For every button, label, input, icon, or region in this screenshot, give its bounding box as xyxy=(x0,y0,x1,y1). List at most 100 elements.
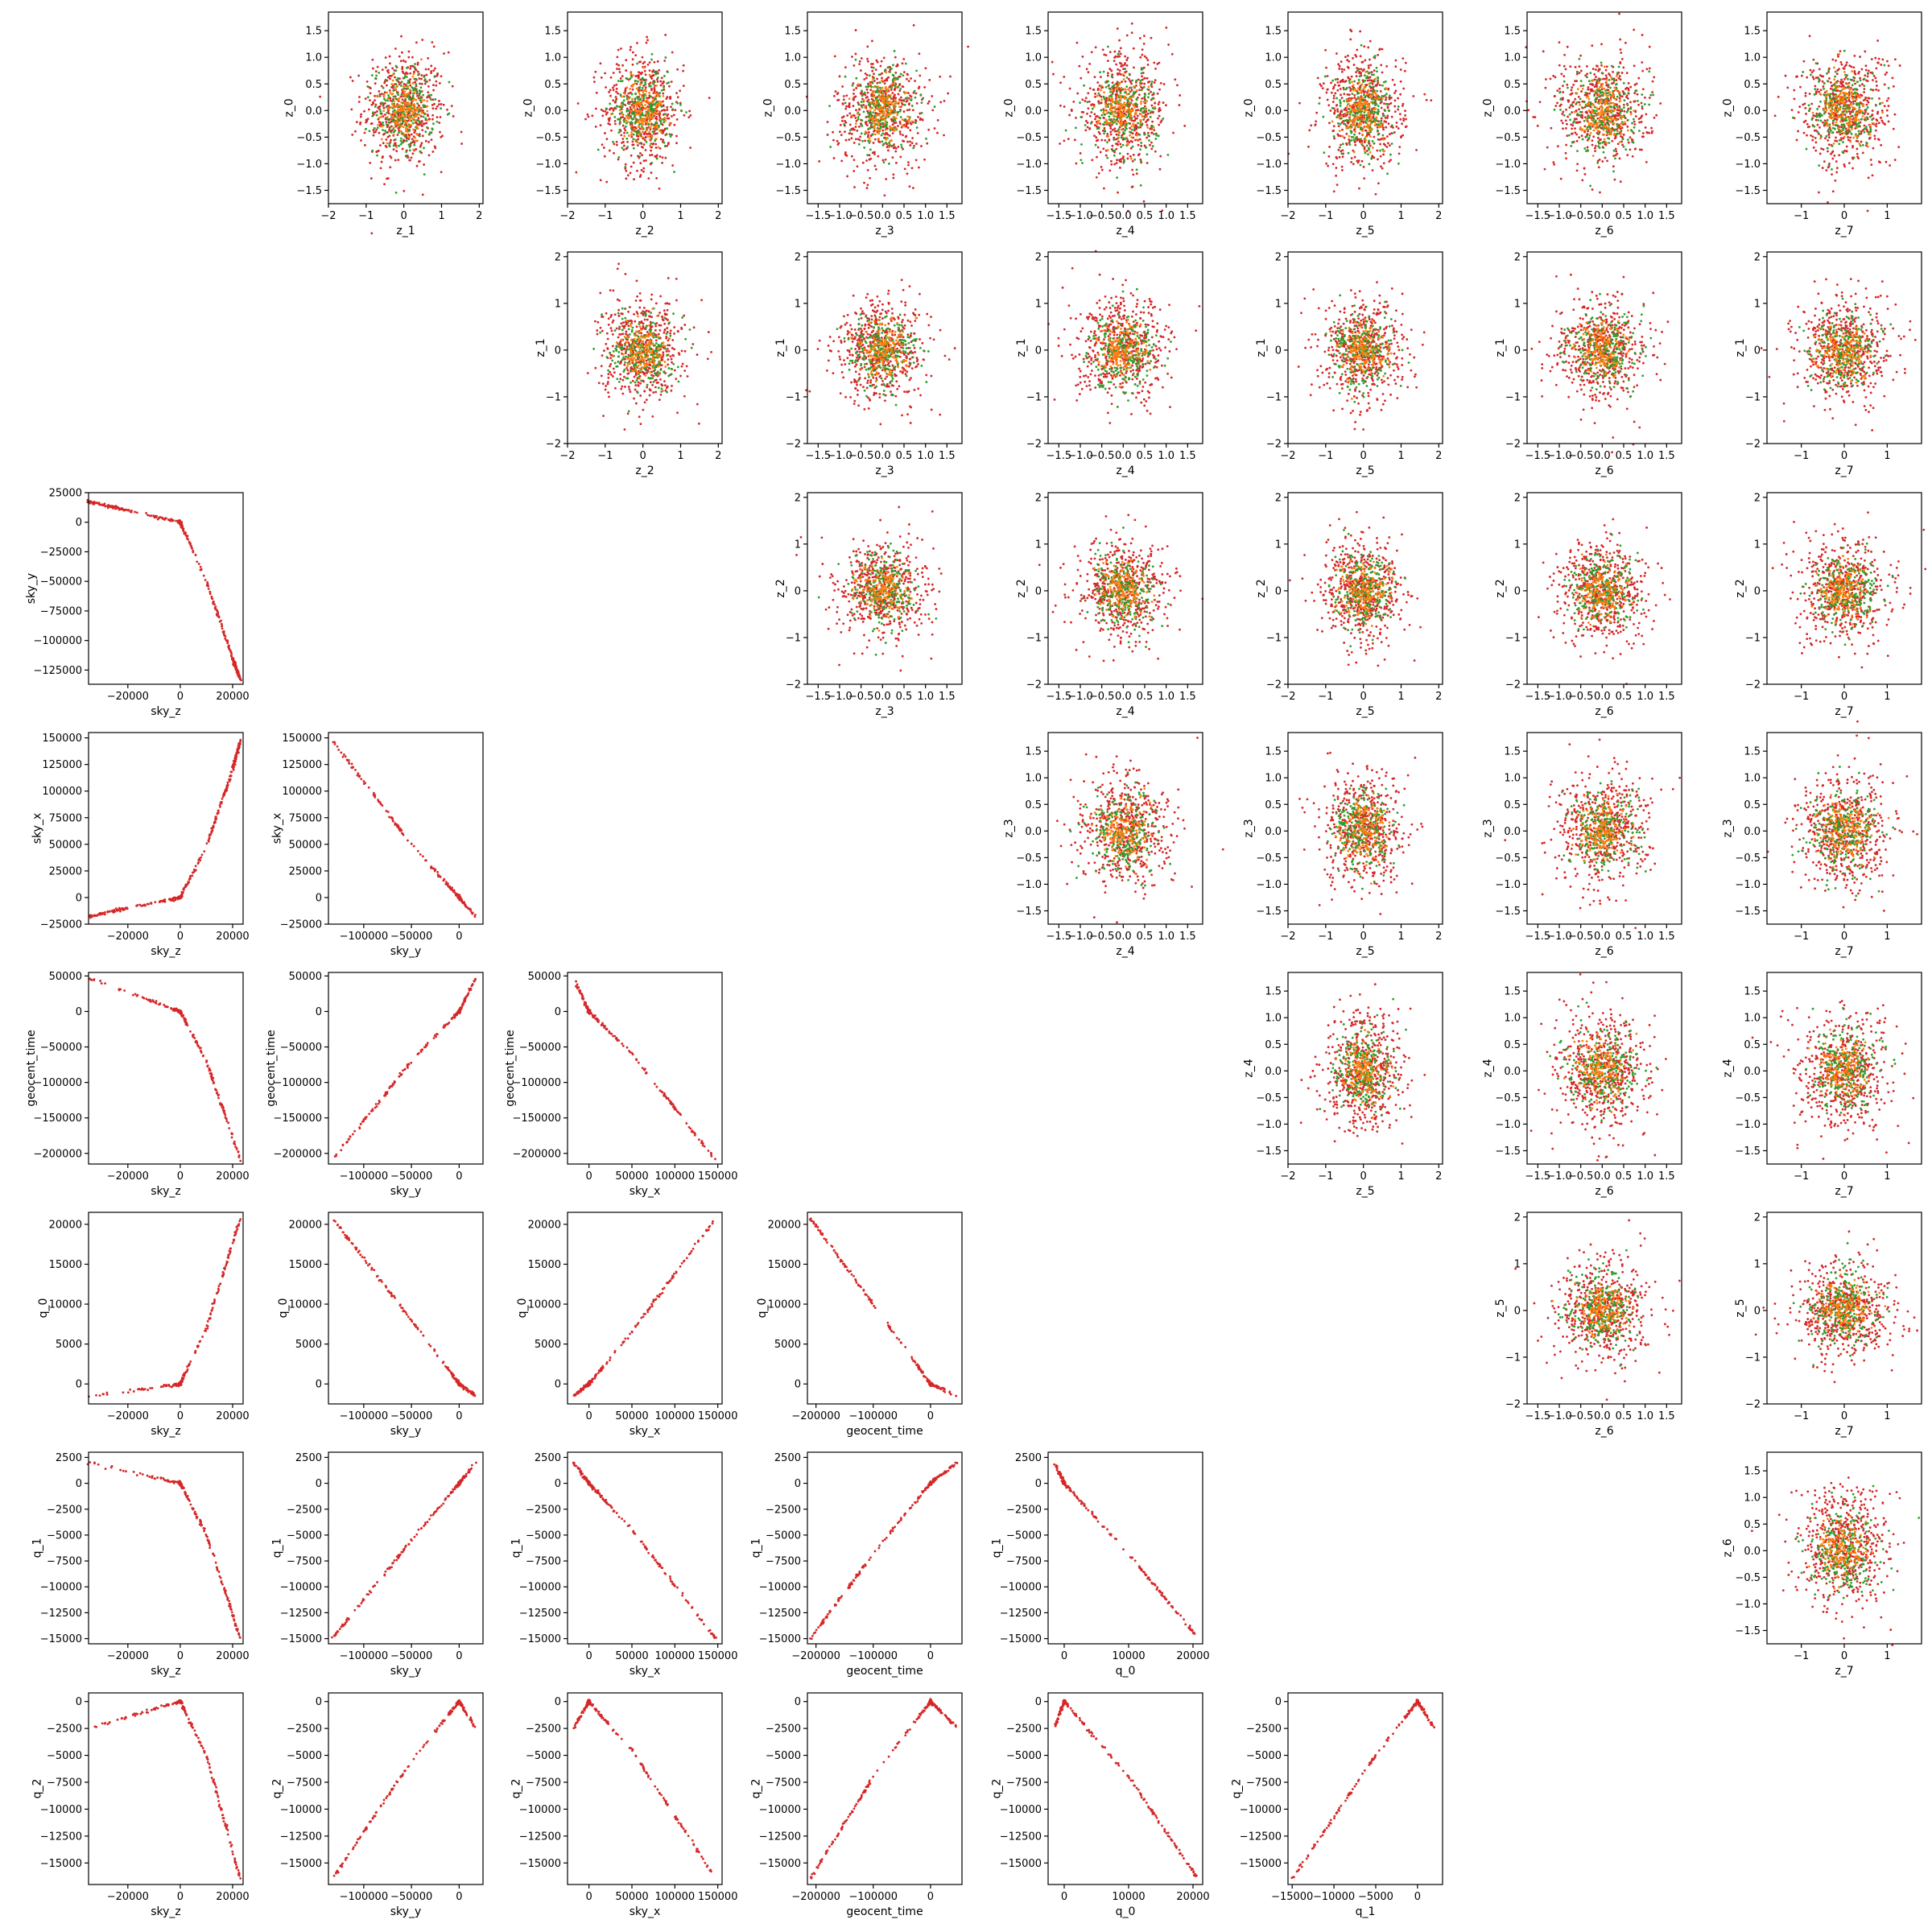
scatter-point xyxy=(390,83,393,85)
scatter-point xyxy=(378,132,381,134)
scatter-point xyxy=(411,113,414,115)
scatter-point xyxy=(386,85,388,87)
scatter-point xyxy=(612,87,614,89)
scatter-point xyxy=(391,100,394,102)
scatter-point xyxy=(375,104,378,106)
scatter-point xyxy=(369,87,372,89)
scatter-point xyxy=(382,109,385,112)
scatter-point xyxy=(385,138,387,141)
scatter-point xyxy=(427,94,430,97)
scatter-point xyxy=(402,89,405,92)
scatter-point xyxy=(419,151,422,153)
scatter-point xyxy=(395,86,398,89)
scatter-point xyxy=(601,114,604,117)
scatter-point xyxy=(393,96,395,98)
scatter-point xyxy=(617,49,620,52)
scatter-point xyxy=(383,97,386,100)
scatter-point xyxy=(367,118,369,120)
x-tick-label: 0 xyxy=(401,210,407,222)
scatter-point xyxy=(415,78,417,80)
scatter-point xyxy=(359,122,361,124)
scatter-point xyxy=(632,58,634,60)
scatter-point xyxy=(383,94,386,97)
scatter-point xyxy=(632,52,634,54)
scatter-point xyxy=(420,78,423,80)
scatter-point xyxy=(388,142,390,145)
scatter-point xyxy=(408,103,411,105)
scatter-point xyxy=(380,116,382,118)
scatter-point xyxy=(385,56,387,59)
scatter-point xyxy=(398,123,401,126)
scatter-point xyxy=(394,76,396,79)
scatter-point xyxy=(389,166,391,168)
scatter-point xyxy=(427,68,430,71)
scatter-point xyxy=(423,113,426,115)
scatter-point xyxy=(654,143,657,146)
scatter-point xyxy=(389,126,391,129)
scatter-point xyxy=(360,116,362,118)
scatter-point xyxy=(386,112,388,114)
scatter-point xyxy=(410,65,412,68)
scatter-point xyxy=(408,114,411,117)
scatter-point xyxy=(368,109,370,111)
scatter-point xyxy=(386,178,388,180)
scatter-point xyxy=(416,134,419,136)
scatter-point xyxy=(447,114,449,116)
scatter-point xyxy=(425,140,427,142)
scatter-point xyxy=(390,114,392,116)
scatter-point xyxy=(402,139,405,142)
scatter-point xyxy=(384,114,386,116)
scatter-point xyxy=(351,134,353,136)
scatter-point xyxy=(371,74,374,76)
scatter-point xyxy=(375,75,378,77)
scatter-point xyxy=(441,134,444,137)
scatter-point xyxy=(401,109,403,112)
scatter-point xyxy=(414,130,416,132)
scatter-point xyxy=(419,99,421,101)
scatter-point xyxy=(418,109,420,111)
y-tick-label: 0.5 xyxy=(305,79,322,91)
scatter-point xyxy=(417,111,419,114)
x-tick-label: 1 xyxy=(438,210,444,222)
scatter-point xyxy=(394,122,396,124)
scatter-point xyxy=(409,72,411,75)
scatter-point xyxy=(394,97,397,100)
scatter-point xyxy=(406,140,408,142)
scatter-point xyxy=(424,83,427,85)
scatter-point xyxy=(647,64,650,66)
scatter-point xyxy=(416,102,419,105)
scatter-point xyxy=(358,101,361,103)
scatter-point xyxy=(413,92,415,94)
scatter-point xyxy=(374,130,377,133)
scatter-point xyxy=(402,126,405,128)
scatter-point xyxy=(407,85,409,88)
scatter-point xyxy=(393,85,395,88)
scatter-point xyxy=(395,69,398,72)
scatter-point xyxy=(394,88,397,90)
scatter-point xyxy=(623,132,625,134)
scatter-point xyxy=(392,93,394,95)
scatter-point xyxy=(625,148,627,151)
scatter-point xyxy=(414,119,416,122)
scatter-point xyxy=(400,140,402,142)
scatter-point xyxy=(386,92,388,94)
scatter-point xyxy=(400,143,402,146)
scatter-point xyxy=(402,190,405,192)
scatter-point xyxy=(406,67,408,69)
scatter-point xyxy=(364,132,366,134)
scatter-point xyxy=(440,107,442,109)
scatter-point xyxy=(412,122,415,125)
scatter-point xyxy=(382,156,384,159)
scatter-point xyxy=(382,122,384,124)
scatter-point xyxy=(440,103,443,105)
scatter-point xyxy=(651,154,654,156)
scatter-point xyxy=(396,113,398,115)
scatter-point xyxy=(419,90,422,93)
scatter-point xyxy=(421,39,423,41)
scatter-point xyxy=(410,98,412,101)
scatter-point xyxy=(381,161,383,163)
scatter-point xyxy=(391,118,394,121)
scatter-point xyxy=(379,109,382,111)
scatter-point xyxy=(433,103,436,105)
scatter-point xyxy=(405,95,407,97)
